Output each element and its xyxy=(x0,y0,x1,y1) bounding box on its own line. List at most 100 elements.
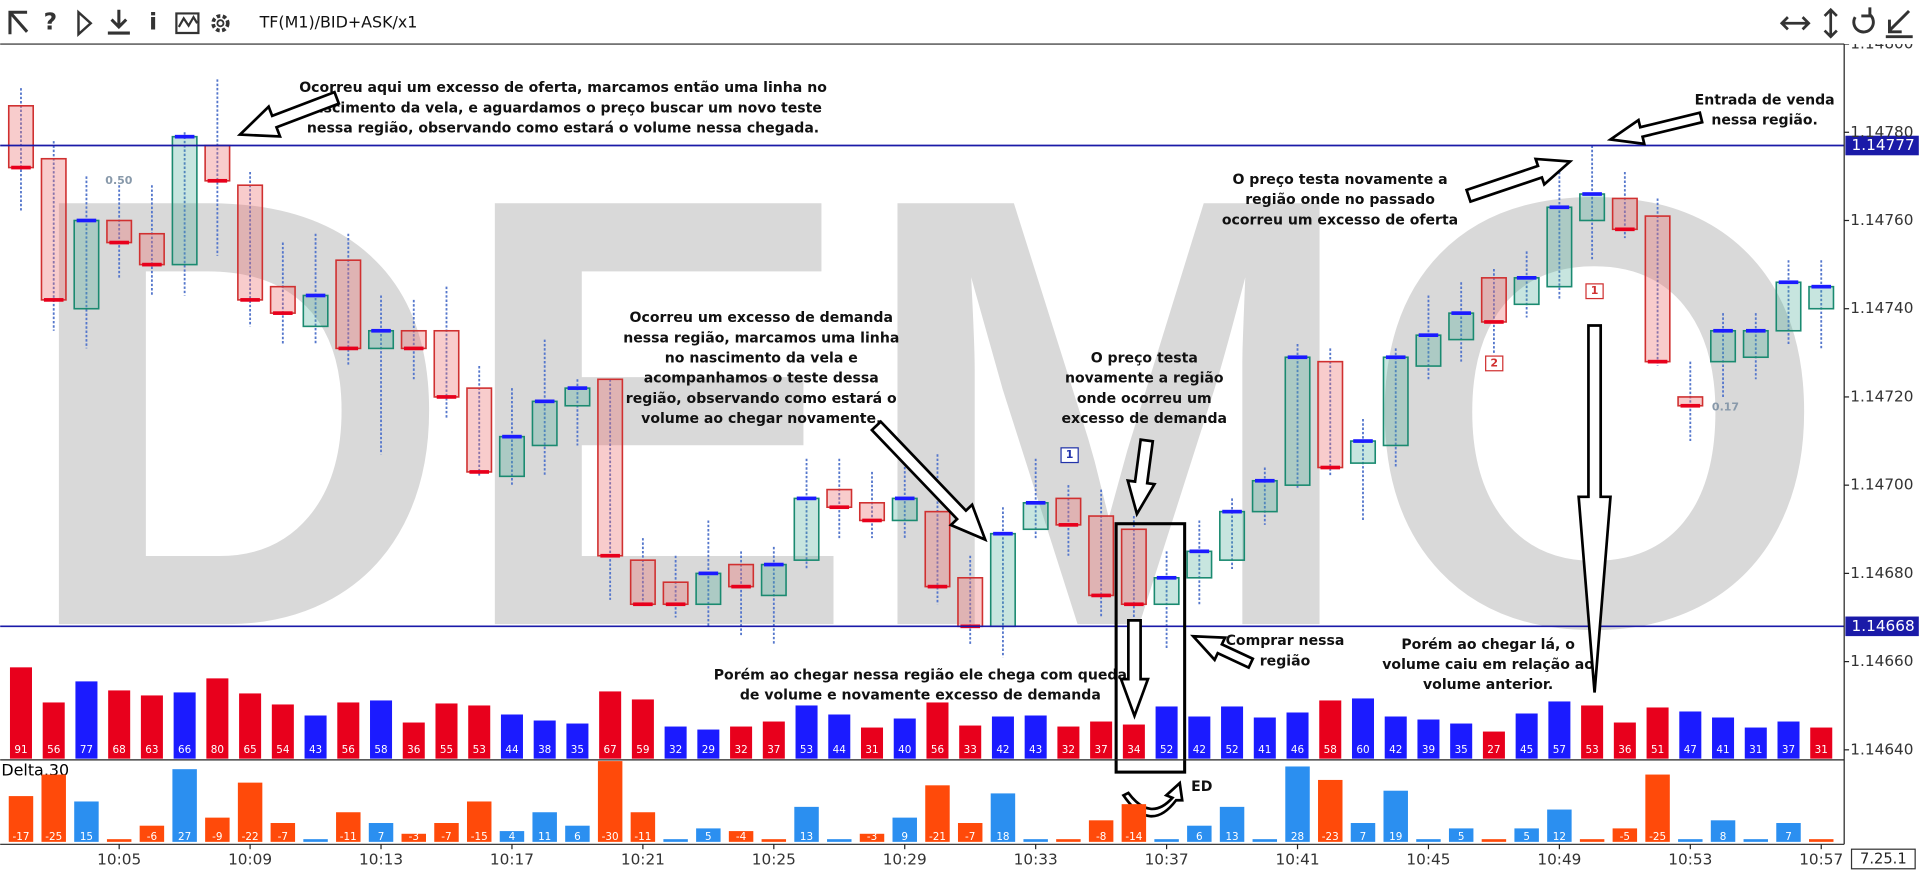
annotation: excesso de demanda xyxy=(1061,411,1227,427)
annotation: ED xyxy=(1191,779,1212,795)
scroll-end-icon[interactable] xyxy=(1885,9,1913,39)
volume-label: 36 xyxy=(1618,744,1631,756)
watermark-layer: DEMO xyxy=(19,70,1830,754)
x-tick-label: 10:29 xyxy=(883,851,927,869)
delta-bar xyxy=(1318,779,1343,842)
level-label: 1.14668 xyxy=(1852,617,1915,635)
volume-label: 42 xyxy=(1389,744,1402,756)
candle-close-mark xyxy=(174,134,195,139)
volume-label: 52 xyxy=(1160,744,1173,756)
annotation: nessa região. xyxy=(1711,113,1818,129)
candle-body xyxy=(1611,197,1638,231)
version: 7.25.1 xyxy=(1860,851,1907,868)
volume-bar xyxy=(1384,716,1407,759)
help-icon[interactable]: ? xyxy=(44,9,57,36)
candle-body xyxy=(1251,479,1278,513)
delta-bar xyxy=(1547,809,1572,842)
delta-label: 18 xyxy=(996,831,1009,843)
volume-bar xyxy=(1810,727,1833,759)
volume-label: 65 xyxy=(243,744,256,756)
fit-y-icon[interactable] xyxy=(1823,7,1838,39)
volume-bar xyxy=(860,727,884,759)
annotation: região onde no passado xyxy=(1245,192,1435,208)
volume-label: 29 xyxy=(702,744,715,756)
candle-layer xyxy=(7,79,1835,658)
fit-x-icon[interactable] xyxy=(1779,16,1811,31)
delta-bar xyxy=(139,825,165,842)
volume-label: 38 xyxy=(538,744,551,756)
annotation: novamente a região xyxy=(1065,371,1224,387)
y-tick-label: 1.14720 xyxy=(1850,387,1913,405)
volume-bar xyxy=(9,667,32,759)
candle-body xyxy=(1480,277,1507,323)
delta-label: -7 xyxy=(278,831,288,843)
volume-bar xyxy=(1057,726,1080,759)
info-icon[interactable]: i xyxy=(149,9,157,36)
volume-label: 42 xyxy=(996,744,1009,756)
candle-close-mark xyxy=(1385,355,1406,360)
volume-label: 32 xyxy=(669,744,682,756)
delta-bar xyxy=(172,769,197,842)
candle-body xyxy=(1808,285,1835,310)
candle-body xyxy=(1284,356,1311,486)
volume-bar xyxy=(697,729,720,759)
candle-close-mark xyxy=(1091,593,1111,598)
version-box xyxy=(1850,848,1916,870)
delta-bar xyxy=(892,817,917,842)
candle-body xyxy=(1349,440,1377,464)
delta-label: -4 xyxy=(736,831,747,843)
delta-label: -7 xyxy=(441,831,451,843)
volume-label: 41 xyxy=(1716,744,1729,756)
cursor-icon[interactable] xyxy=(8,10,29,35)
volume-label: 43 xyxy=(309,744,322,756)
candle-close-mark xyxy=(109,240,129,245)
annotation: O preço testa xyxy=(1091,351,1198,367)
delta-layer: Delta,30 -17 -25 15 -6 27 -9 -22 -7 -11 7 -3 -7 -15 4… xyxy=(0,759,1845,843)
volume-bar xyxy=(140,695,163,759)
x-tick-label: 10:49 xyxy=(1537,851,1581,869)
volume-bar xyxy=(533,720,556,759)
volume-bar xyxy=(206,678,229,759)
candle-body xyxy=(335,259,362,350)
candle-close-mark xyxy=(371,328,391,333)
candle-body xyxy=(1186,550,1213,579)
delta-bar xyxy=(1088,820,1114,842)
candle-close-mark xyxy=(240,298,260,302)
volume-bar xyxy=(730,726,753,759)
delta-label: 7 xyxy=(1360,831,1367,843)
annotation: nessa região, marcamos uma linha xyxy=(623,330,899,346)
volume-label: 45 xyxy=(1520,744,1533,756)
y-tick-label: 1.14780 xyxy=(1850,123,1913,141)
annotation: O preço testa novamente a xyxy=(1232,172,1447,188)
annotation: de volume e novamente excesso de demanda xyxy=(740,688,1101,704)
chart-icon[interactable] xyxy=(175,12,200,35)
candle-close-mark xyxy=(796,496,817,501)
reset-icon[interactable] xyxy=(1852,7,1875,34)
download-icon[interactable] xyxy=(107,9,130,35)
volume-bar xyxy=(370,700,393,759)
candle-close-mark xyxy=(1189,549,1210,554)
candle-body xyxy=(1219,510,1246,561)
annotation: acompanhamos o teste dessa xyxy=(644,371,879,387)
volume-label: 44 xyxy=(505,744,519,756)
volume-bar xyxy=(337,702,360,759)
volume-bar xyxy=(1090,721,1113,759)
volume-bar xyxy=(1679,711,1702,759)
delta-label: 7 xyxy=(378,831,385,843)
delta-label: 13 xyxy=(1225,831,1238,843)
settings-icon[interactable] xyxy=(211,14,230,33)
delta-label: 19 xyxy=(1389,831,1402,843)
candle-body xyxy=(1579,193,1606,222)
volume-label: 35 xyxy=(1455,744,1468,756)
candle-body xyxy=(1710,329,1737,363)
volume-bar xyxy=(631,699,654,759)
play-icon[interactable] xyxy=(77,9,93,38)
volume-bar xyxy=(108,690,131,759)
delta-bar xyxy=(1612,828,1638,842)
delta-label: 13 xyxy=(800,831,813,843)
volume-label: 53 xyxy=(800,744,813,756)
volume-bar xyxy=(271,704,294,759)
candle-body xyxy=(728,563,755,588)
delta-bar xyxy=(1645,774,1670,842)
delta-label: 6 xyxy=(574,831,581,843)
